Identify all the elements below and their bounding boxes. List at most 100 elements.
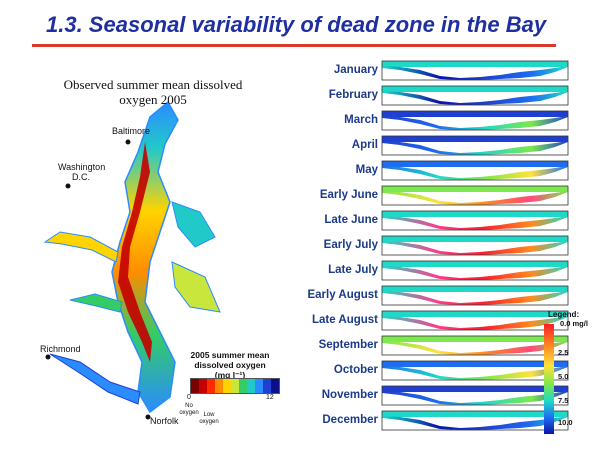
slide-title: 1.3. Seasonal variability of dead zone i…: [46, 12, 547, 37]
baltimore-dot: [125, 139, 131, 145]
section-plot: [381, 385, 569, 406]
low-oxygen-line1: Low: [203, 412, 215, 418]
city-norfolk: Norfolk: [150, 416, 179, 426]
month-row: October: [300, 358, 600, 383]
month-label: October: [333, 364, 378, 376]
title-underline: [32, 44, 556, 47]
bottom-layer: [382, 66, 568, 80]
section-plot: [381, 360, 569, 381]
bottom-layer: [382, 266, 568, 280]
scale-swatch: [255, 379, 263, 393]
city-washington-line1: Washington: [58, 162, 106, 172]
month-row: January: [300, 58, 600, 83]
section-frame: [381, 85, 569, 106]
month-row: December: [300, 408, 600, 433]
scale-swatch: [247, 379, 255, 393]
month-row: Early June: [300, 183, 600, 208]
section-frame: [381, 210, 569, 231]
surface-layer: [382, 286, 568, 292]
scale-swatch: [191, 379, 199, 393]
city-baltimore: Baltimore: [112, 126, 151, 136]
section-frame: [381, 235, 569, 256]
hypoxic-channel-shape: [118, 142, 152, 362]
eastern-shore-shape: [171, 201, 216, 248]
section-frame: [381, 260, 569, 281]
map-legend-line1: 2005 summer mean: [190, 350, 270, 360]
section-frame: [381, 160, 569, 181]
surface-layer: [382, 311, 568, 317]
scale-max-label: 12: [266, 394, 274, 401]
surface-layer: [382, 111, 568, 117]
surface-layer: [382, 386, 568, 392]
month-label: Early June: [319, 189, 378, 201]
no-oxygen-line2: oxygen: [179, 410, 199, 416]
surface-layer: [382, 261, 568, 267]
low-oxygen-line2: oxygen: [199, 419, 219, 425]
section-plot: [381, 60, 569, 81]
month-label: Late July: [328, 264, 378, 276]
surface-layer: [382, 161, 568, 167]
month-label: January: [333, 64, 378, 76]
map-legend-line3: (mg l⁻¹): [214, 370, 246, 380]
section-frame: [381, 110, 569, 131]
surface-layer: [382, 361, 568, 367]
map-title: Observed summer mean dissolved oxygen 20…: [58, 77, 248, 107]
section-legend-unit: 0.0 mg/l: [560, 319, 588, 328]
month-label: March: [344, 114, 378, 126]
month-row: Early August: [300, 283, 600, 308]
month-label: Early July: [323, 239, 378, 251]
month-label: Early August: [307, 289, 378, 301]
month-label: September: [318, 339, 378, 351]
section-frame: [381, 185, 569, 206]
bottom-layer: [382, 241, 568, 255]
month-label: December: [322, 414, 378, 426]
month-row: November: [300, 383, 600, 408]
low-oxygen-label: Low oxygen: [196, 412, 222, 426]
potomac-river-shape: [43, 231, 119, 263]
no-oxygen-label: No oxygen: [177, 403, 201, 417]
oxygen-map-panel: Observed summer mean dissolved oxygen 20…: [0, 62, 300, 447]
section-plot: [381, 335, 569, 356]
section-plot: [381, 185, 569, 206]
bottom-layer: [382, 166, 568, 180]
month-row: April: [300, 133, 600, 158]
scale-swatch: [231, 379, 239, 393]
no-oxygen-line1: No: [185, 403, 193, 409]
section-frame: [381, 60, 569, 81]
james-river-shape: [49, 353, 141, 405]
section-legend-tick: 5.0: [558, 372, 569, 381]
map-legend-line2: dissolved oxygen: [194, 360, 266, 370]
surface-layer: [382, 186, 568, 192]
section-legend-tick: 10.0: [558, 418, 573, 427]
monthly-sections: January February March April May Early June La…: [300, 58, 600, 438]
section-frame: [381, 335, 569, 356]
city-washington-line2: D.C.: [72, 172, 90, 182]
section-frame: [381, 385, 569, 406]
scale-swatch: [239, 379, 247, 393]
surface-layer: [382, 411, 568, 417]
norfolk-dot: [145, 414, 151, 420]
scale-swatch: [263, 379, 271, 393]
section-frame: [381, 310, 569, 331]
section-plot: [381, 110, 569, 131]
section-plot: [381, 410, 569, 431]
month-label: April: [351, 139, 378, 151]
bottom-layer: [382, 91, 568, 105]
month-row: February: [300, 83, 600, 108]
surface-layer: [382, 236, 568, 242]
section-legend-title: Legend:: [548, 310, 580, 319]
scale-swatch: [271, 379, 279, 393]
section-plot: [381, 235, 569, 256]
city-richmond: Richmond: [40, 344, 81, 354]
month-row: September: [300, 333, 600, 358]
section-plot: [381, 260, 569, 281]
scale-swatch: [199, 379, 207, 393]
section-frame: [381, 410, 569, 431]
section-plot: [381, 85, 569, 106]
surface-layer: [382, 211, 568, 217]
section-frame: [381, 285, 569, 306]
month-row: Late August: [300, 308, 600, 333]
map-legend-title: 2005 summer mean dissolved oxygen (mg l⁻…: [185, 350, 275, 380]
map-title-line1: Observed summer mean dissolved: [63, 77, 243, 92]
month-row: May: [300, 158, 600, 183]
